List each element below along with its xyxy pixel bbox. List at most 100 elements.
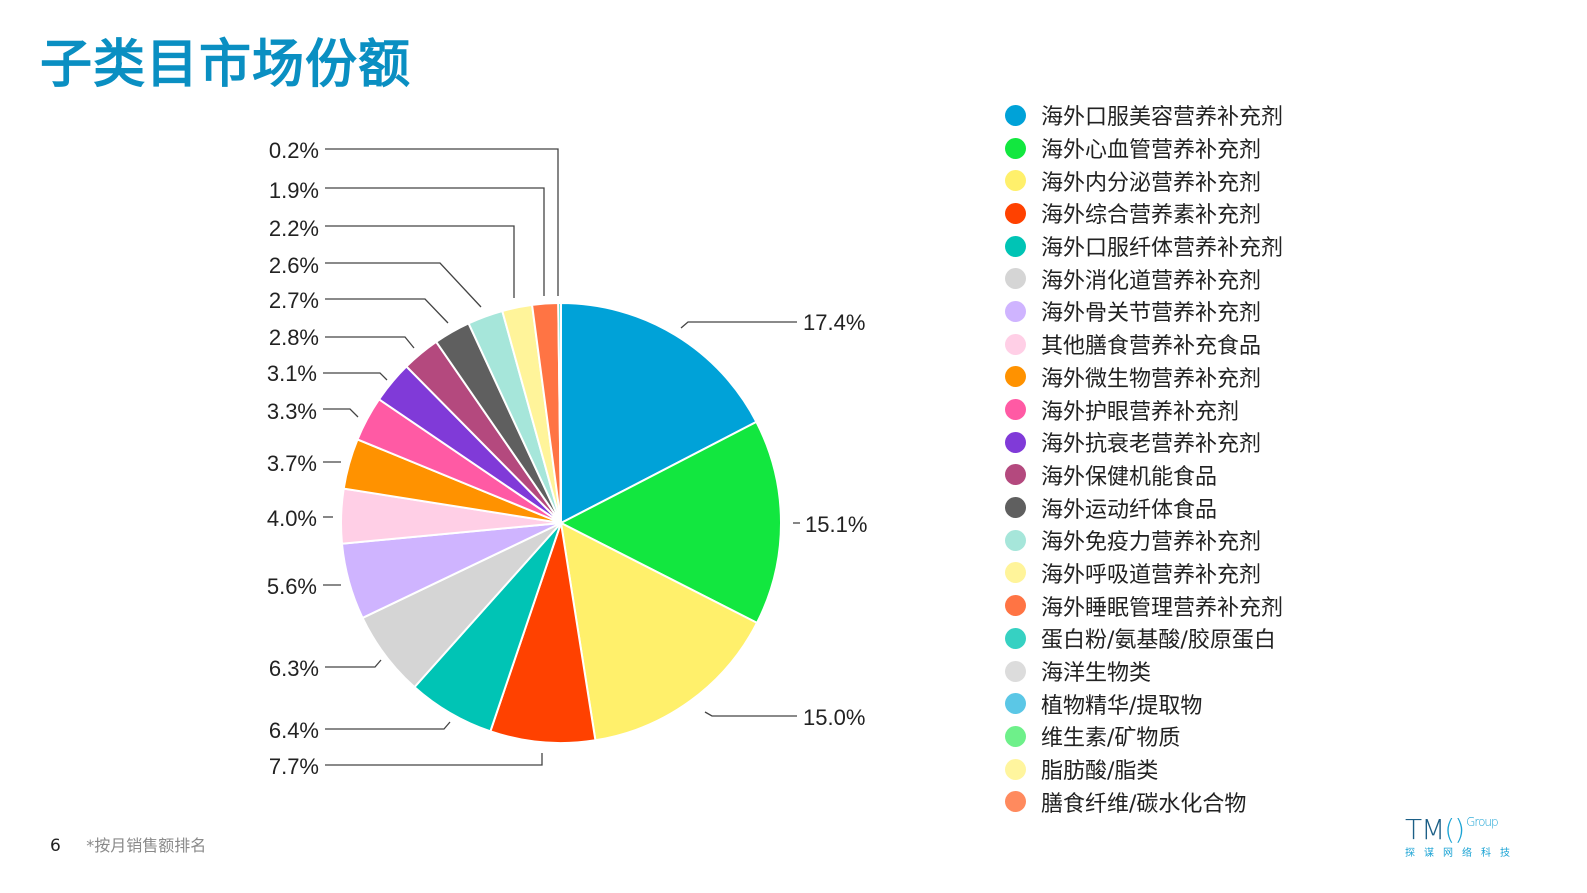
pie-slice: [489, 522, 597, 744]
legend-item: 其他膳食营养补充食品: [1005, 328, 1283, 361]
legend-swatch-icon: [1005, 268, 1026, 290]
legend-swatch-icon: [1005, 562, 1026, 584]
percent-label: 3.7%: [267, 451, 317, 476]
legend-swatch-icon: [1005, 595, 1026, 617]
legend-item: 海外睡眠管理营养补充剂: [1005, 589, 1283, 622]
legend-label: 海外骨关节营养补充剂: [1041, 301, 1262, 327]
legend-swatch-icon: [1005, 235, 1026, 257]
legend-item: 海外呼吸道营养补充剂: [1005, 557, 1283, 590]
percent-label: 3.3%: [267, 399, 317, 424]
legend-item: 海外心血管营养补充剂: [1005, 132, 1283, 165]
legend-swatch-icon: [1005, 202, 1026, 224]
percent-label: 0.2%: [269, 138, 319, 163]
percent-label: 2.8%: [269, 325, 319, 350]
legend-label: 维生素/矿物质: [1041, 726, 1181, 752]
percent-label: 4.0%: [267, 506, 317, 531]
legend-label: 海外内分泌营养补充剂: [1041, 170, 1262, 196]
legend-item: 海外综合营养素补充剂: [1005, 197, 1283, 230]
legend-swatch-icon: [1005, 333, 1026, 355]
percent-labels: 17.4% 15.1% 15.0% 7.7% 6.4% 6.3% 5.6% 4.0% 3.7% 3…: [267, 138, 868, 779]
pie-slice: [557, 301, 562, 524]
legend-label: 海外消化道营养补充剂: [1041, 268, 1262, 294]
legend-item: 海外口服纤体营养补充剂: [1005, 230, 1283, 263]
legend-swatch-icon: [1005, 399, 1026, 421]
percent-label: 5.6%: [267, 574, 317, 599]
legend-item: 膳食纤维/碳水化合物: [1005, 785, 1283, 818]
legend-item: 蛋白粉/氨基酸/胶原蛋白: [1005, 622, 1283, 655]
legend-label: 海外抗衰老营养补充剂: [1041, 432, 1262, 458]
leader-line: [325, 336, 415, 349]
logo-group-text: Group: [1466, 815, 1499, 829]
legend-label: 蛋白粉/氨基酸/胶原蛋白: [1041, 628, 1276, 654]
legend-label: 脂肪酸/脂类: [1041, 759, 1159, 785]
percent-label: 3.1%: [267, 361, 317, 386]
leader-line: [323, 372, 388, 381]
percent-label: 6.4%: [269, 718, 319, 743]
legend-swatch-icon: [1005, 104, 1026, 126]
legend-item: 海洋生物类: [1005, 655, 1283, 688]
legend-item: 海外免疫力营养补充剂: [1005, 524, 1283, 557]
percent-label: 15.1%: [805, 512, 867, 537]
company-logo: TM() Group 探谋网络科技: [1405, 813, 1519, 859]
legend-swatch-icon: [1005, 300, 1026, 322]
leader-lines: [323, 148, 800, 766]
footnote: *按月销售额排名: [86, 836, 207, 855]
leader-line: [325, 298, 449, 324]
legend-label: 海外心血管营养补充剂: [1041, 138, 1262, 164]
legend-label: 海外护眼营养补充剂: [1041, 399, 1240, 425]
legend-label: 海外呼吸道营养补充剂: [1041, 562, 1262, 588]
chart-legend: 海外口服美容营养补充剂 海外心血管营养补充剂 海外内分泌营养补充剂 海外综合营养素补充…: [1005, 99, 1283, 818]
legend-item: 海外内分泌营养补充剂: [1005, 164, 1283, 197]
legend-label: 海外运动纤体食品: [1041, 497, 1218, 523]
legend-swatch-icon: [1005, 627, 1026, 649]
legend-label: 海外口服美容营养补充剂: [1041, 105, 1284, 131]
page-number: 6: [50, 836, 61, 856]
legend-swatch-icon: [1005, 464, 1026, 486]
legend-label: 海外微生物营养补充剂: [1041, 366, 1262, 392]
leader-line: [704, 711, 797, 717]
leader-line: [323, 408, 359, 418]
legend-swatch-icon: [1005, 497, 1026, 519]
pie-slice: [560, 301, 758, 525]
legend-label: 海外免疫力营养补充剂: [1041, 530, 1262, 556]
leader-line: [325, 659, 382, 668]
legend-label: 海外口服纤体营养补充剂: [1041, 236, 1284, 262]
legend-item: 海外运动纤体食品: [1005, 491, 1283, 524]
legend-label: 海外保健机能食品: [1041, 464, 1218, 490]
legend-item: 海外保健机能食品: [1005, 459, 1283, 492]
percent-label: 2.7%: [269, 288, 319, 313]
legend-swatch-icon: [1005, 431, 1026, 453]
leader-line: [325, 721, 451, 730]
legend-swatch-icon: [1005, 693, 1026, 715]
legend-item: 海外护眼营养补充剂: [1005, 393, 1283, 426]
leader-line: [325, 148, 559, 296]
percent-label: 6.3%: [269, 656, 319, 681]
legend-swatch-icon: [1005, 366, 1026, 388]
pie-slices: [340, 301, 782, 744]
legend-swatch-icon: [1005, 170, 1026, 192]
legend-label: 海外睡眠管理营养补充剂: [1041, 595, 1284, 621]
legend-swatch-icon: [1005, 791, 1026, 813]
logo-tm: TM: [1405, 813, 1445, 846]
legend-swatch-icon: [1005, 137, 1026, 159]
leader-line: [680, 321, 797, 329]
percent-label: 15.0%: [803, 705, 865, 730]
pie-slice: [559, 521, 759, 742]
leader-line: [325, 187, 545, 296]
legend-item: 植物精华/提取物: [1005, 687, 1283, 720]
legend-item: 海外微生物营养补充剂: [1005, 361, 1283, 394]
footer: 6 *按月销售额排名: [50, 832, 206, 856]
percent-label: 17.4%: [803, 310, 865, 335]
percent-label: 7.7%: [269, 754, 319, 779]
pie-chart: 17.4% 15.1% 15.0% 7.7% 6.4% 6.3% 5.6% 4.0% 3.7% 3…: [267, 138, 868, 779]
percent-label: 2.2%: [269, 216, 319, 241]
legend-item: 海外骨关节营养补充剂: [1005, 295, 1283, 328]
legend-item: 海外口服美容营养补充剂: [1005, 99, 1283, 132]
page-title: 子类目市场份额: [40, 35, 412, 95]
legend-item: 维生素/矿物质: [1005, 720, 1283, 753]
legend-label: 海洋生物类: [1041, 661, 1152, 687]
legend-label: 膳食纤维/碳水化合物: [1041, 791, 1247, 817]
legend-swatch-icon: [1005, 529, 1026, 551]
legend-swatch-icon: [1005, 725, 1026, 747]
percent-label: 1.9%: [269, 178, 319, 203]
